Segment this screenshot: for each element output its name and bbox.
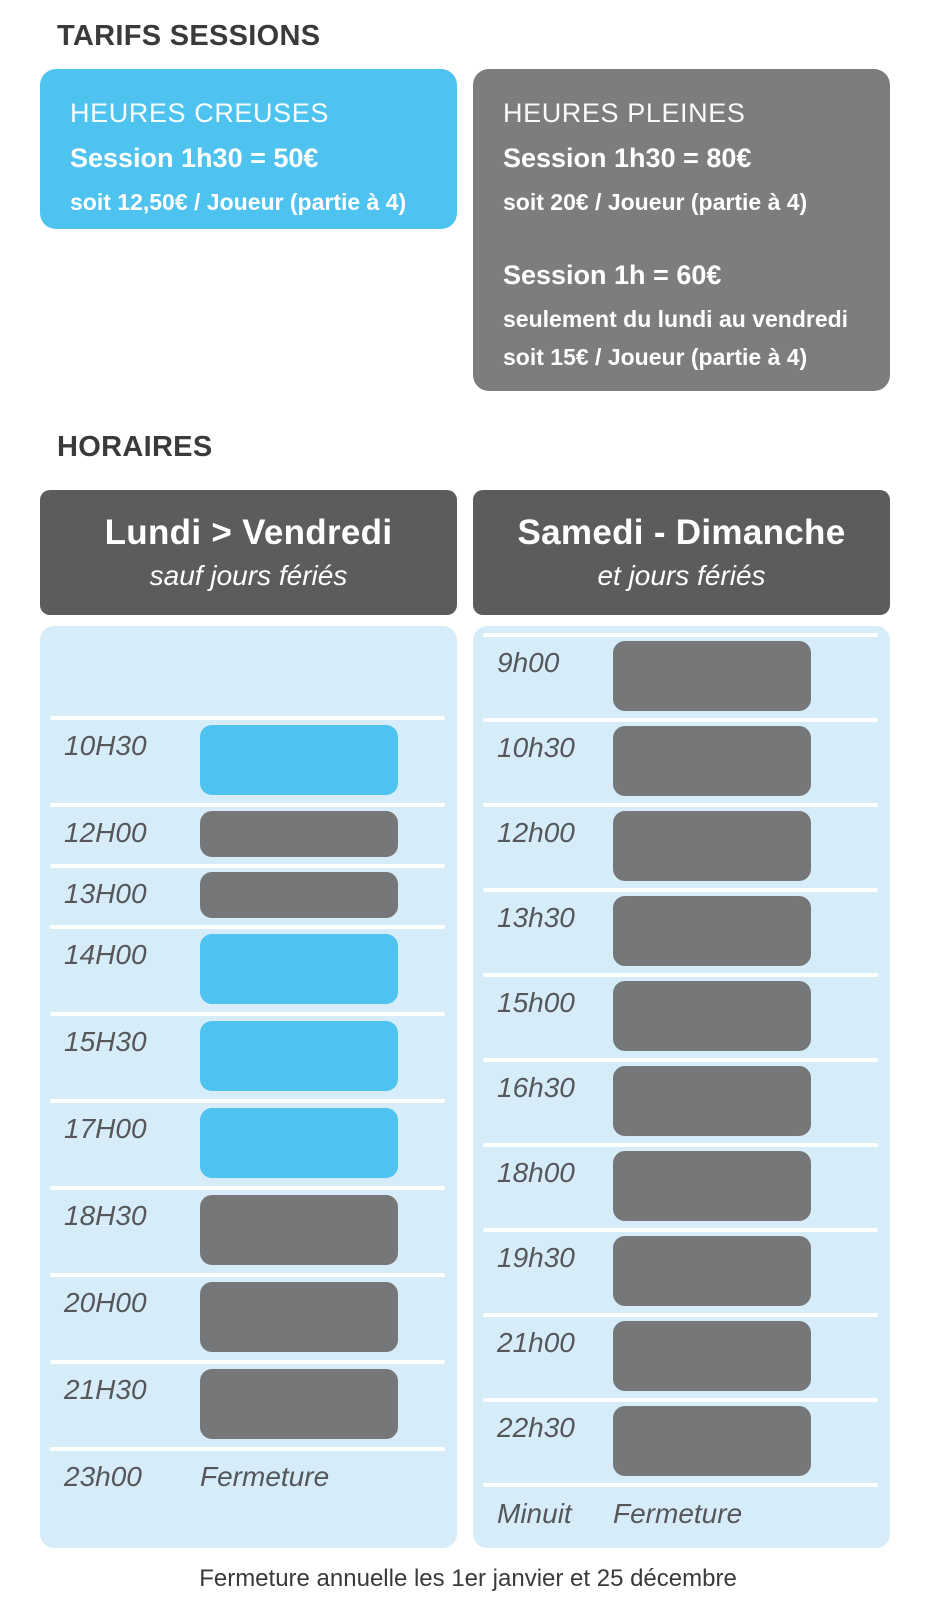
session-row: 18H30: [40, 1186, 457, 1273]
peak-label: HEURES PLEINES: [503, 98, 746, 128]
horaires-section-title: HORAIRES: [57, 431, 213, 463]
session-row: 16h30: [473, 1058, 890, 1143]
session-row: 18h00: [473, 1143, 890, 1228]
session-row: 12H00: [40, 803, 457, 864]
peak-per-player-detail-1h: soit 15€ / Joueur (partie à 4): [503, 344, 808, 370]
weekday-title: Lundi > Vendredi: [104, 513, 393, 552]
time-label: 16h30: [497, 1072, 575, 1103]
session-bar-peak: [200, 1368, 398, 1439]
session-row: 10h30: [473, 718, 890, 803]
tarifs-section-title: TARIFS SESSIONS: [57, 20, 321, 52]
time-label: 15h00: [497, 987, 575, 1018]
session-bar-peak: [200, 1194, 398, 1265]
session-bar-peak: [613, 640, 811, 711]
session-bar-peak: [613, 895, 811, 966]
weekend-timetable: 9h00 10h30 12h00 13h30 15h00 16h30 18h00 19h30 2…: [473, 626, 890, 1548]
session-row: 21H30: [40, 1360, 457, 1447]
session-row: 14H00: [40, 925, 457, 1012]
time-label: 12H00: [64, 817, 147, 848]
off-peak-price: Session 1h30 = 50€: [70, 143, 319, 173]
session-bar-peak: [613, 1320, 811, 1391]
peak-price-1h: Session 1h = 60€: [503, 260, 722, 290]
time-label: 13H00: [64, 878, 147, 909]
session-row: 22h30: [473, 1398, 890, 1483]
session-bar-offpeak: [200, 1020, 398, 1091]
session-bar-peak: [200, 1281, 398, 1352]
weekday-subtitle: sauf jours fériés: [149, 560, 348, 591]
peak-pricing-card: HEURES PLEINES Session 1h30 = 80€ soit 2…: [473, 69, 890, 391]
session-bar-peak: [613, 1065, 811, 1136]
session-bar-offpeak: [200, 1107, 398, 1178]
time-label: [40, 626, 200, 640]
closing-label: Fermeture: [200, 1461, 330, 1492]
session-row: 15h00: [473, 973, 890, 1058]
time-label: 19h30: [497, 1242, 575, 1273]
time-label: 12h00: [497, 817, 575, 848]
time-label: Minuit: [497, 1498, 572, 1529]
session-bar-peak: [200, 871, 398, 918]
weekday-timetable: 10H30 12H00 13H00 14H00 15H30 17H00 18H30 20H00…: [40, 626, 457, 1548]
time-label: 18h00: [497, 1157, 575, 1188]
weekend-subtitle: et jours fériés: [597, 560, 766, 591]
off-peak-per-player-detail: soit 12,50€ / Joueur (partie à 4): [70, 189, 407, 215]
closing-row: Minuit Fermeture: [473, 1483, 890, 1545]
time-label: 18H30: [64, 1200, 147, 1231]
peak-price-1h30: Session 1h30 = 80€: [503, 143, 752, 173]
time-label: 21H30: [64, 1374, 147, 1405]
time-label: 22h30: [497, 1412, 575, 1443]
session-row: 13H00: [40, 864, 457, 925]
time-label: 14H00: [64, 939, 147, 970]
session-bar-peak: [613, 1405, 811, 1476]
session-row: 9h00: [473, 633, 890, 718]
session-bar-peak: [613, 1235, 811, 1306]
time-label: 23h00: [64, 1461, 142, 1492]
annual-closure-note: Fermeture annuelle les 1er janvier et 25…: [199, 1565, 737, 1592]
session-bar-peak: [613, 810, 811, 881]
time-label: 10h30: [497, 732, 575, 763]
weekend-title: Samedi - Dimanche: [517, 513, 846, 552]
schedule: Lundi > Vendredi sauf jours fériés 10H30…: [40, 490, 936, 1548]
pricing-cards: HEURES CREUSES Session 1h30 = 50€ soit 1…: [40, 69, 936, 391]
weekend-header: Samedi - Dimanche et jours fériés: [473, 490, 890, 615]
off-peak-pricing-card: HEURES CREUSES Session 1h30 = 50€ soit 1…: [40, 69, 457, 229]
weekend-column: Samedi - Dimanche et jours fériés 9h00 10…: [473, 490, 890, 1548]
session-row: 17H00: [40, 1099, 457, 1186]
session-bar-peak: [613, 980, 811, 1051]
time-label: 10H30: [64, 730, 147, 761]
peak-per-player-detail-1h30: soit 20€ / Joueur (partie à 4): [503, 189, 808, 215]
session-row: 19h30: [473, 1228, 890, 1313]
weekday-column: Lundi > Vendredi sauf jours fériés 10H30…: [40, 490, 457, 1548]
session-bar-peak: [613, 1150, 811, 1221]
time-label: 13h30: [497, 902, 575, 933]
session-row: 21h00: [473, 1313, 890, 1398]
peak-1h-weekday-detail: seulement du lundi au vendredi: [503, 306, 849, 332]
session-bar-offpeak: [200, 724, 398, 795]
time-label: 20H00: [64, 1287, 147, 1318]
session-bar-peak: [613, 725, 811, 796]
time-label: 9h00: [497, 647, 560, 678]
closing-row: 23h00 Fermeture: [40, 1447, 457, 1507]
session-row: 13h30: [473, 888, 890, 973]
off-peak-label: HEURES CREUSES: [70, 98, 329, 128]
time-label: 21h00: [497, 1327, 575, 1358]
weekday-header: Lundi > Vendredi sauf jours fériés: [40, 490, 457, 615]
closing-label: Fermeture: [613, 1498, 743, 1529]
session-row: 10H30: [40, 716, 457, 803]
time-label: 15H30: [64, 1026, 147, 1057]
time-label: 17H00: [64, 1113, 147, 1144]
spacer-row: [40, 626, 457, 716]
session-row: 20H00: [40, 1273, 457, 1360]
session-bar-offpeak: [200, 933, 398, 1004]
session-row: 12h00: [473, 803, 890, 888]
session-bar-peak: [200, 810, 398, 857]
session-row: 15H30: [40, 1012, 457, 1099]
